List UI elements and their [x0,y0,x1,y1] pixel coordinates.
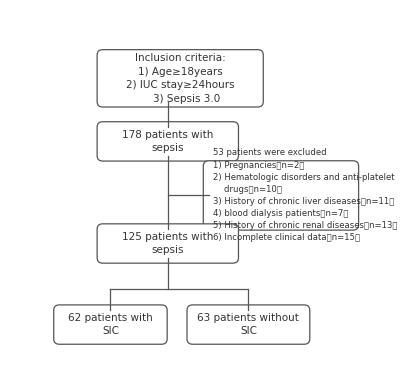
FancyBboxPatch shape [97,224,238,263]
Text: 178 patients with
sepsis: 178 patients with sepsis [122,129,214,153]
FancyBboxPatch shape [203,161,359,230]
Text: 63 patients without
SIC: 63 patients without SIC [198,313,299,337]
FancyBboxPatch shape [97,50,263,107]
Text: 53 patients were excluded
1) Pregnancies（n=2）
2) Hematologic disorders and anti-: 53 patients were excluded 1) Pregnancies… [213,149,398,243]
Text: 62 patients with
SIC: 62 patients with SIC [68,313,153,337]
Text: Inclusion criteria:
1) Age≥18years
2) IUC stay≥24hours
    3) Sepsis 3.0: Inclusion criteria: 1) Age≥18years 2) IU… [126,53,234,104]
Text: 125 patients with
sepsis: 125 patients with sepsis [122,232,214,255]
FancyBboxPatch shape [97,122,238,161]
FancyBboxPatch shape [187,305,310,344]
FancyBboxPatch shape [54,305,167,344]
